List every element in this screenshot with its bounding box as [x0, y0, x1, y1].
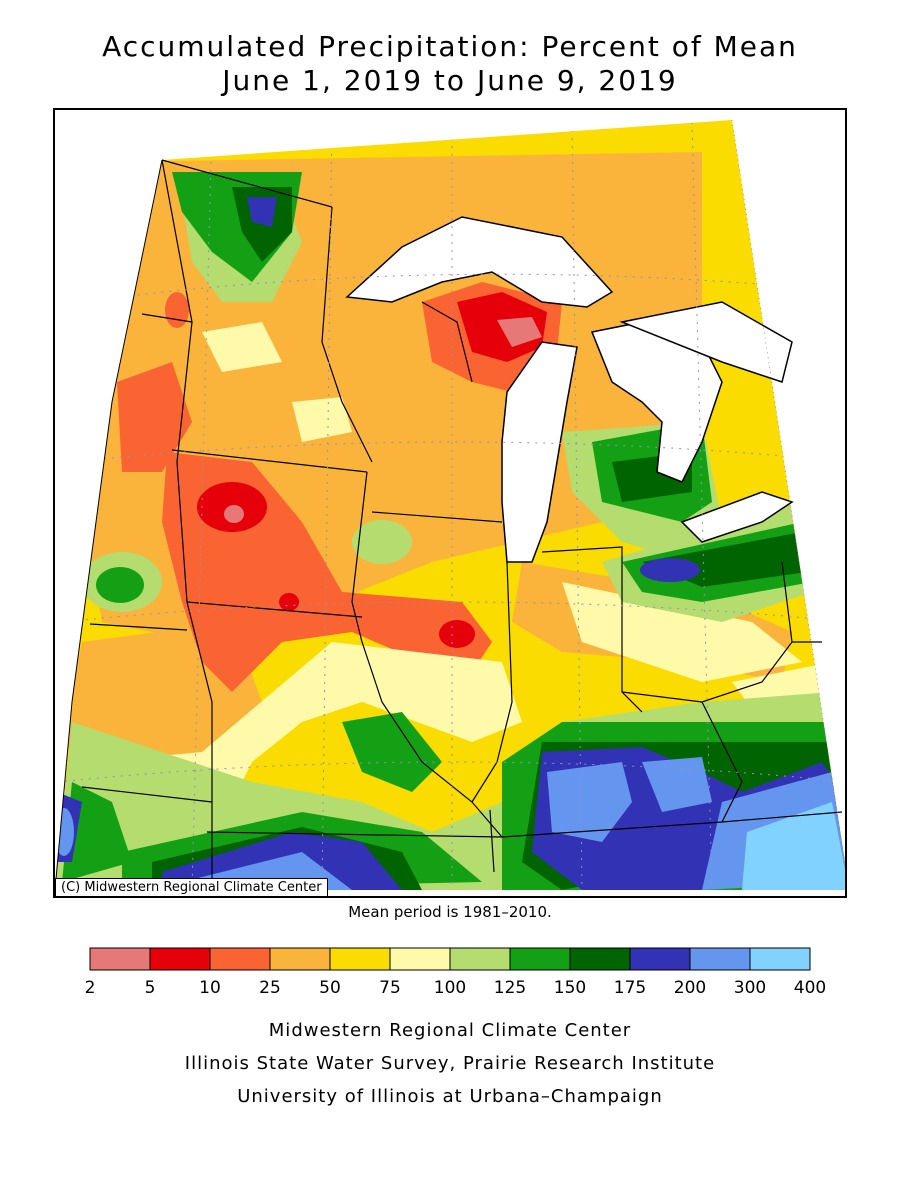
legend-label-10: 10: [199, 978, 221, 998]
map-canvas: [55, 110, 845, 896]
map-date-range: June 1, 2019 to June 9, 2019: [222, 64, 678, 97]
mean-period-note: Mean period is 1981–2010.: [348, 903, 552, 921]
legend-label-400: 400: [794, 978, 826, 998]
legend-label-125: 125: [494, 978, 526, 998]
legend-label-5: 5: [145, 978, 156, 998]
legend-swatch-100-125: [449, 947, 511, 971]
legend-label-50: 50: [319, 978, 341, 998]
legend-swatch-175-200: [629, 947, 691, 971]
legend-swatch-75-100: [389, 947, 451, 971]
legend-swatch-300-400: [749, 947, 811, 971]
legend-label-75: 75: [379, 978, 401, 998]
legend-label-25: 25: [259, 978, 281, 998]
legend-swatch-2-5: [89, 947, 151, 971]
legend-swatch-25-50: [269, 947, 331, 971]
legend-label-100: 100: [434, 978, 466, 998]
legend-swatch-50-75: [329, 947, 391, 971]
legend-swatch-150-175: [569, 947, 631, 971]
state-boundaries: [81, 159, 843, 882]
legend-swatch-5-10: [149, 947, 211, 971]
legend-swatch-125-150: [509, 947, 571, 971]
legend-label-300: 300: [734, 978, 766, 998]
legend-label-175: 175: [614, 978, 646, 998]
graticule: [56, 121, 845, 890]
domain-edge-left: [55, 159, 163, 891]
great-lakes: [345, 216, 794, 563]
precipitation-map: [53, 108, 847, 898]
map-credit: (C) Midwestern Regional Climate Center: [55, 878, 328, 897]
legend-label-2: 2: [85, 978, 96, 998]
map-title: Accumulated Precipitation: Percent of Me…: [102, 30, 798, 63]
footer-survey: Illinois State Water Survey, Prairie Res…: [184, 1053, 716, 1074]
color-legend: 2 5 10 25 50 75 100 125 150 175 200 300 400: [85, 947, 826, 998]
legend-label-200: 200: [674, 978, 706, 998]
legend-label-150: 150: [554, 978, 586, 998]
footer-university: University of Illinois at Urbana–Champai…: [237, 1086, 663, 1107]
footer-org: Midwestern Regional Climate Center: [268, 1020, 632, 1041]
legend-swatch-200-300: [689, 947, 751, 971]
legend-swatch-10-25: [209, 947, 271, 971]
